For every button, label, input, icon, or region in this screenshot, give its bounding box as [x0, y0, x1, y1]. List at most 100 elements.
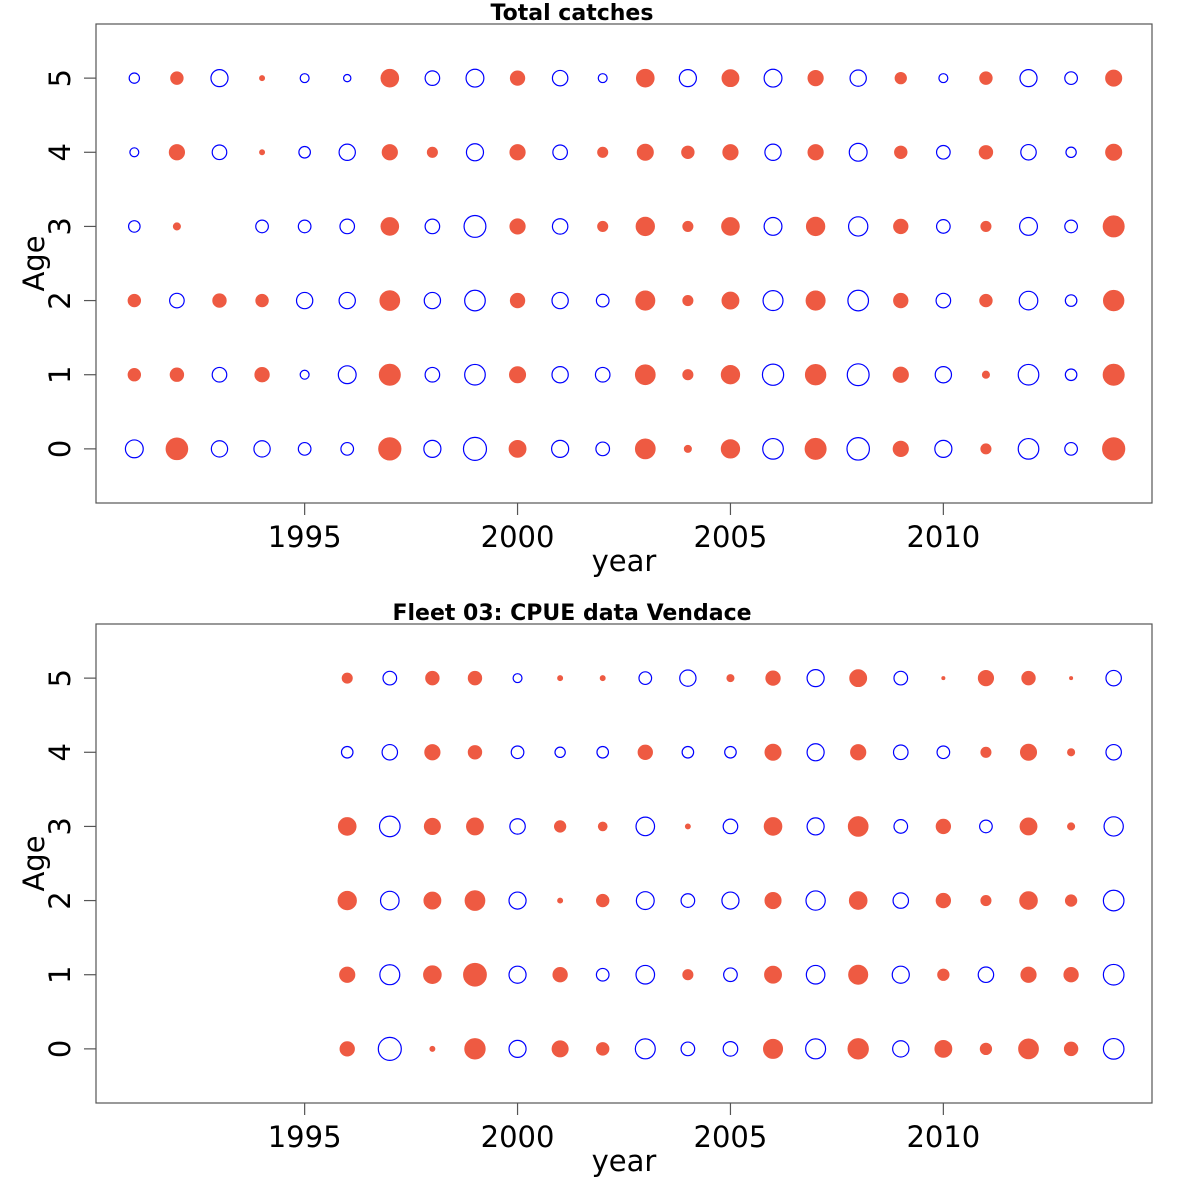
bubble-negative — [255, 293, 269, 308]
bubble-positive — [892, 1040, 910, 1058]
bubble-positive — [462, 436, 488, 461]
bubble-positive — [508, 891, 527, 910]
y-tick-label: 5 — [43, 69, 77, 87]
chart-panel-1: Total catches 1995 2000 2005 2010 0 1 2 3 4 5 year A… — [17, 1, 1153, 578]
bubble-positive — [596, 745, 610, 759]
bubble-negative — [464, 1038, 486, 1060]
x-tick-label: 2000 — [481, 1120, 555, 1154]
bubble-positive — [554, 746, 566, 759]
bubble-negative — [636, 143, 654, 161]
bubble-positive — [1064, 71, 1078, 86]
bubble-positive — [299, 73, 310, 84]
bubble-negative — [804, 364, 827, 386]
bubble-positive — [423, 439, 442, 459]
bubble-negative — [635, 68, 655, 88]
bubble-positive — [297, 219, 312, 234]
bubble-positive — [464, 363, 486, 386]
bubble-positive — [680, 1041, 696, 1057]
bubble-negative — [259, 75, 266, 82]
bubble-positive — [509, 818, 526, 835]
bubble-negative — [764, 965, 782, 984]
bubble-negative — [463, 962, 487, 987]
bubble-negative — [848, 964, 869, 985]
bubble-positive — [1064, 219, 1078, 234]
y-tick-label: 0 — [43, 1040, 77, 1058]
bubble-negative — [339, 1041, 355, 1057]
bubble-negative — [424, 744, 441, 761]
bubble-negative — [847, 816, 869, 837]
bubble-negative — [980, 746, 992, 758]
bubble-negative — [1063, 967, 1079, 983]
bubble-negative — [635, 290, 656, 311]
bubble-negative — [508, 439, 527, 458]
bubble-negative — [682, 969, 694, 981]
bubble-positive — [169, 292, 185, 309]
bubble-negative — [423, 817, 441, 835]
bubble-positive — [595, 967, 610, 982]
bubble-positive — [512, 673, 523, 684]
bubble-positive — [935, 219, 951, 234]
bubble-negative — [127, 368, 142, 382]
bubble-positive — [550, 439, 570, 459]
bubble-negative — [466, 817, 484, 836]
bubble-negative — [807, 144, 824, 161]
bubble-positive — [382, 670, 398, 686]
bubble-positive — [1017, 363, 1040, 386]
y-tick-label: 0 — [43, 440, 77, 458]
bubble-positive — [678, 68, 698, 88]
bubble-negative — [337, 890, 357, 911]
bubble-positive — [1065, 146, 1077, 159]
bubble-positive — [510, 745, 525, 760]
bubble-negative — [935, 818, 952, 835]
bubble-positive — [253, 440, 271, 458]
bubble-positive — [552, 144, 568, 161]
bubble-negative — [849, 669, 868, 688]
bubble-positive — [891, 965, 910, 984]
plot-frame — [95, 623, 1153, 1104]
bubble-negative — [467, 745, 483, 760]
bubble-negative — [381, 144, 398, 161]
bubble-negative — [764, 743, 782, 761]
bubble-negative — [509, 70, 526, 86]
bubble-positive — [1102, 889, 1125, 912]
bubble-negative — [980, 443, 992, 455]
bubble-negative — [683, 444, 692, 453]
bubble-positive — [847, 289, 870, 312]
bubble-positive — [210, 68, 229, 88]
bubble-negative — [426, 146, 438, 158]
chart-title: Fleet 03: CPUE data Vendace — [392, 601, 751, 626]
bubble-positive — [936, 745, 951, 760]
y-tick-label: 2 — [43, 891, 77, 909]
bubble-negative — [980, 895, 992, 907]
bubble-negative — [509, 144, 526, 161]
bubble-negative — [1102, 363, 1125, 386]
bubble-positive — [848, 142, 868, 162]
bubble-positive — [551, 218, 569, 235]
bubble-negative — [848, 891, 868, 910]
bubble-positive — [1103, 816, 1124, 837]
bubble-negative — [1063, 1041, 1079, 1057]
bubble-negative — [763, 1038, 784, 1059]
bubble-negative — [551, 1040, 569, 1058]
bubble-negative — [720, 439, 741, 459]
bubble-positive — [342, 73, 352, 83]
bubble-positive — [127, 220, 141, 233]
bubble-negative — [635, 216, 655, 237]
bubble-positive — [635, 891, 655, 911]
bubble-positive — [337, 365, 357, 385]
bubble-positive — [724, 745, 737, 759]
bubble-negative — [763, 817, 783, 836]
bubble-negative — [339, 966, 356, 983]
bubble-negative — [1105, 143, 1123, 161]
bubble-negative — [847, 1038, 869, 1060]
bubble-positive — [1102, 1037, 1125, 1060]
bubble-negative — [980, 220, 992, 232]
bubble-negative — [634, 364, 656, 386]
bubble-negative — [169, 367, 185, 382]
bubble-positive — [638, 671, 653, 686]
x-tick-label: 1995 — [268, 1120, 342, 1154]
bubble-negative — [597, 146, 609, 158]
bubble-positive — [378, 815, 401, 838]
bubble-negative — [681, 145, 695, 159]
